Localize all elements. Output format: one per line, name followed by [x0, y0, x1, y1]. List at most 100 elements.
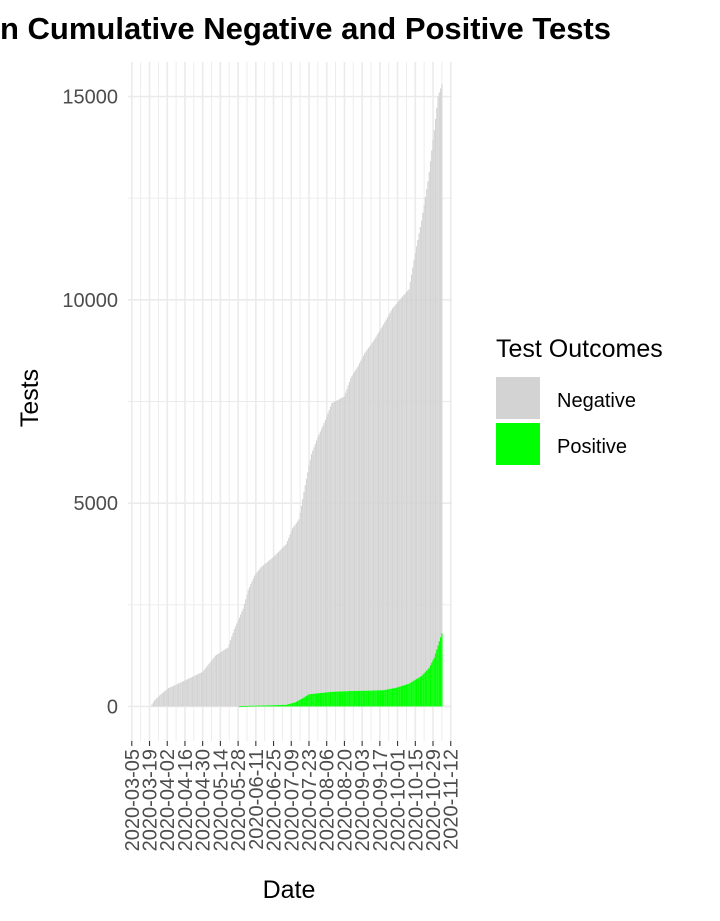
bar-negative: [189, 677, 191, 707]
bar-negative: [408, 289, 410, 684]
bar-negative: [172, 685, 175, 707]
bar-negative: [270, 558, 272, 706]
bar-negative: [243, 603, 246, 707]
bar-positive: [402, 685, 404, 707]
bar-negative: [205, 667, 208, 707]
bar-positive: [241, 706, 243, 708]
bar-negative: [357, 365, 359, 691]
bar-positive: [248, 705, 251, 707]
bar-positive: [381, 690, 384, 707]
bar-negative: [366, 349, 368, 691]
bar-negative: [338, 399, 340, 692]
bar-positive: [439, 637, 442, 707]
bar-positive: [286, 704, 289, 707]
bar-positive: [267, 705, 270, 707]
bar-negative: [186, 679, 189, 707]
y-tick-label: 10000: [62, 290, 118, 312]
bar-negative: [275, 554, 277, 706]
bar-positive: [256, 705, 258, 707]
bar-negative: [361, 358, 363, 691]
bar-positive: [305, 695, 308, 707]
bar-negative: [226, 648, 228, 707]
bar-negative: [251, 581, 253, 706]
bar-negative: [321, 428, 323, 693]
bar-negative: [427, 181, 429, 670]
chart-title: n Cumulative Negative and Positive Tests: [0, 11, 611, 46]
bar-positive: [261, 705, 263, 707]
bar-negative: [229, 640, 232, 707]
bar-negative: [309, 459, 311, 695]
bar-negative: [154, 700, 156, 707]
bar-negative: [385, 319, 387, 690]
bar-positive: [281, 704, 284, 707]
bar-negative: [219, 652, 221, 707]
x-tick-label: 2020-04-30: [193, 749, 215, 851]
x-tick-label: 2020-03-05: [122, 749, 144, 851]
bar-positive: [272, 705, 275, 707]
bar-positive: [260, 705, 262, 707]
bar-negative: [291, 528, 294, 704]
bar-negative: [372, 340, 375, 691]
bar-negative: [265, 563, 267, 706]
bar-negative: [437, 96, 439, 646]
bar-negative: [278, 551, 280, 706]
bar-positive: [246, 705, 248, 707]
y-tick-label: 15000: [62, 87, 118, 109]
bar-negative: [326, 416, 328, 693]
bar-negative: [405, 292, 408, 685]
bar-negative: [345, 392, 347, 692]
bar-positive: [355, 690, 357, 707]
x-tick-label: 2020-10-01: [388, 749, 410, 851]
x-tick-label: 2020-10-15: [405, 749, 427, 851]
bar-negative: [253, 575, 256, 706]
bar-negative: [203, 670, 205, 707]
bar-negative: [260, 567, 262, 706]
bar-negative: [313, 447, 315, 694]
bar-negative: [167, 688, 170, 707]
bar-positive: [434, 653, 437, 707]
bar-negative: [242, 608, 244, 707]
x-tick-label: 2020-04-16: [175, 749, 197, 851]
bar-positive: [376, 690, 378, 707]
bar-positive: [404, 684, 406, 707]
bar-negative: [428, 171, 430, 668]
bar-positive: [298, 700, 300, 707]
bar-negative: [419, 227, 421, 677]
bar-positive: [380, 690, 382, 707]
bar-negative: [438, 92, 440, 642]
bar-positive: [432, 660, 434, 707]
bar-negative: [188, 678, 190, 707]
bar-positive: [384, 689, 386, 707]
legend-title: Test Outcomes: [496, 335, 663, 363]
bar-positive: [360, 690, 362, 707]
bar-negative: [324, 420, 327, 693]
bar-positive: [343, 691, 346, 707]
bar-negative: [171, 686, 173, 707]
bar-negative: [210, 660, 213, 707]
bar-positive: [322, 692, 324, 707]
bar-negative: [432, 139, 434, 661]
bar-negative: [424, 196, 426, 672]
bar-positive: [331, 691, 333, 707]
bar-negative: [195, 674, 197, 707]
bar-negative: [360, 360, 362, 691]
bar-negative: [179, 682, 181, 707]
bar-positive: [393, 688, 395, 707]
bar-positive: [391, 688, 394, 707]
bar-positive: [284, 704, 286, 707]
bar-positive: [429, 665, 432, 707]
bar-negative: [214, 655, 216, 707]
bar-positive: [332, 691, 334, 707]
bar-negative: [207, 665, 209, 707]
bar-negative: [365, 351, 367, 691]
bar-negative: [319, 431, 321, 694]
bar-positive: [264, 705, 266, 707]
bar-negative: [340, 398, 342, 692]
bar-negative: [415, 246, 418, 680]
bar-positive: [291, 703, 294, 707]
bar-negative: [156, 697, 158, 707]
bar-negative: [160, 694, 162, 707]
bar-negative: [384, 321, 386, 690]
bar-negative: [369, 346, 371, 691]
bar-negative: [307, 472, 309, 696]
